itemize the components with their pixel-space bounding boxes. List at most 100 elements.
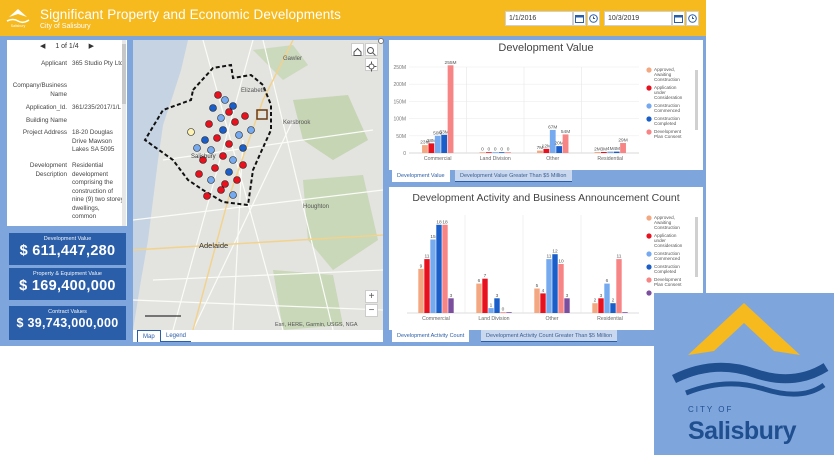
prev-record-icon[interactable]: ◀ bbox=[39, 43, 46, 50]
end-clock-button[interactable] bbox=[686, 11, 699, 26]
info-label: Development Description bbox=[29, 162, 67, 178]
bar bbox=[613, 151, 620, 153]
bar bbox=[558, 264, 564, 313]
bar bbox=[492, 152, 499, 153]
start-calendar-button[interactable] bbox=[573, 11, 586, 26]
data-label: 3M bbox=[601, 146, 608, 152]
y-tick-label: 200M bbox=[393, 82, 406, 88]
tab-development-value[interactable]: Development Value bbox=[392, 170, 450, 182]
tab-development-value-over-5m[interactable]: Development Value Greater Than $5 Millio… bbox=[455, 170, 572, 182]
data-label: 3 bbox=[600, 293, 603, 299]
tab-map[interactable]: Map bbox=[137, 330, 161, 342]
category-label: Commercial bbox=[424, 156, 452, 162]
logo-city-text: CITY OF bbox=[688, 405, 734, 414]
logo-name-text: Salisbury bbox=[688, 417, 797, 445]
info-label: Applicant bbox=[41, 60, 67, 67]
card-value: $ 611,447,280 bbox=[19, 243, 116, 259]
data-label: 15 bbox=[430, 234, 436, 240]
data-label: 1 bbox=[490, 303, 493, 309]
legend-label: Construction Completed bbox=[654, 116, 680, 126]
home-button[interactable] bbox=[351, 43, 364, 56]
data-label: 0 bbox=[507, 147, 510, 153]
legend-marker bbox=[646, 129, 652, 135]
bar bbox=[546, 259, 552, 313]
data-label: 7M bbox=[537, 145, 544, 151]
start-date-input[interactable]: 1/1/2016 bbox=[505, 11, 573, 26]
zoom-out-button[interactable]: − bbox=[365, 304, 378, 317]
chart2-title: Development Activity and Business Announ… bbox=[412, 192, 680, 204]
development-value-chart: 050M100M150M200M250M23M28M50M53M255MComm… bbox=[393, 60, 682, 162]
data-label: 3 bbox=[566, 293, 569, 299]
development-value-card: Development Value $ 611,447,280 bbox=[9, 233, 126, 265]
category-label: Other bbox=[546, 156, 559, 162]
tab-development-activity-over-5m[interactable]: Development Activity Count Greater Than … bbox=[481, 330, 618, 342]
bar bbox=[549, 129, 556, 153]
expand-map-icon[interactable] bbox=[378, 38, 384, 44]
data-label: 6 bbox=[478, 278, 481, 284]
salisbury-logo-icon: Salisbury bbox=[6, 9, 30, 28]
tab-legend[interactable]: Legend bbox=[161, 330, 192, 342]
data-label: 29M bbox=[618, 138, 627, 144]
map-tab-bar: Map Legend bbox=[133, 330, 383, 342]
bar bbox=[556, 146, 563, 153]
zoom-in-button[interactable]: + bbox=[365, 290, 378, 303]
data-label: 7 bbox=[484, 273, 487, 279]
bar bbox=[598, 298, 604, 313]
bar bbox=[604, 283, 610, 313]
locate-button[interactable] bbox=[365, 58, 378, 72]
record-pager: ◀ 1 of 1/4 ▶ bbox=[7, 42, 127, 50]
bar bbox=[447, 65, 454, 153]
data-label: 23M bbox=[420, 140, 429, 146]
map-view[interactable]: Gawler Kersbrook Elizabeth Salisbury Ade… bbox=[133, 40, 383, 330]
search-icon bbox=[367, 47, 376, 56]
bar bbox=[600, 151, 607, 153]
map-search-button[interactable] bbox=[365, 43, 378, 56]
legend-label: Construction Commenced bbox=[654, 251, 680, 261]
legend-label: Development Plan Consent bbox=[654, 129, 682, 139]
data-label: 28M bbox=[427, 138, 436, 144]
bar bbox=[488, 308, 494, 313]
end-calendar-button[interactable] bbox=[672, 11, 685, 26]
bar bbox=[482, 278, 488, 313]
next-record-icon[interactable]: ▶ bbox=[88, 43, 95, 50]
data-label: 18 bbox=[436, 219, 442, 225]
card-value: $ 39,743,000,000 bbox=[16, 316, 119, 330]
legend-label: Approved, Awaiting Construction bbox=[654, 67, 680, 82]
bar bbox=[506, 312, 512, 313]
data-label: 4M bbox=[607, 146, 614, 152]
start-clock-button[interactable] bbox=[587, 11, 600, 26]
salisbury-logo-icon bbox=[671, 303, 829, 397]
card-label: Development Value bbox=[43, 236, 92, 242]
data-label: 11 bbox=[617, 254, 622, 260]
bar bbox=[428, 143, 435, 153]
bar bbox=[442, 224, 448, 313]
contract-value-card: Contract Values $ 39,743,000,000 bbox=[9, 306, 126, 340]
chart1-tab-bar: Development Value Development Value Grea… bbox=[389, 170, 703, 182]
y-tick-label: 150M bbox=[393, 99, 406, 105]
info-value: Residential development comprising the c… bbox=[72, 162, 124, 220]
legend-marker bbox=[646, 264, 652, 270]
map-canvas[interactable]: Gawler Kersbrook Elizabeth Salisbury Ade… bbox=[133, 40, 383, 330]
tab-development-activity-count[interactable]: Development Activity Count bbox=[392, 330, 470, 342]
bar bbox=[498, 152, 505, 153]
svg-text:Salisbury: Salisbury bbox=[11, 24, 26, 28]
y-tick-label: 50M bbox=[396, 134, 406, 140]
end-date-input[interactable]: 10/3/2019 bbox=[604, 11, 672, 26]
bar bbox=[620, 143, 626, 153]
bar bbox=[607, 151, 614, 153]
info-scrollbar[interactable] bbox=[122, 40, 126, 226]
bar bbox=[485, 152, 492, 153]
bar bbox=[424, 259, 430, 313]
legend-label: Construction Completed bbox=[654, 264, 680, 274]
data-label: 5 bbox=[536, 283, 539, 289]
clock-icon bbox=[589, 14, 598, 23]
category-label: Land Division bbox=[478, 316, 509, 322]
legend-scrollbar[interactable] bbox=[695, 70, 698, 130]
bar bbox=[622, 312, 628, 313]
bar bbox=[540, 293, 546, 313]
development-points[interactable] bbox=[187, 91, 255, 200]
data-label: 50M bbox=[433, 130, 442, 136]
data-label: 255M bbox=[445, 60, 457, 66]
legend-scrollbar[interactable] bbox=[695, 217, 698, 277]
